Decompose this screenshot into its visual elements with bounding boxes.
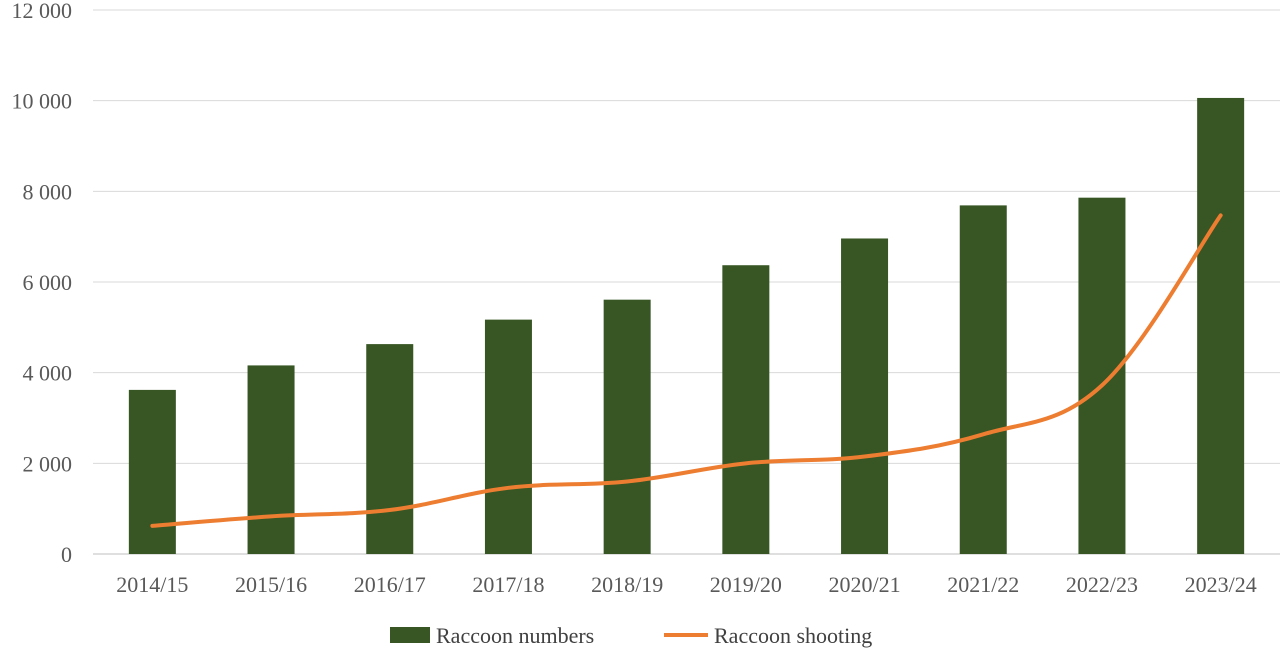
x-tick-label: 2018/19 bbox=[591, 572, 663, 597]
bar-raccoon-numbers bbox=[1197, 97, 1245, 555]
bar-raccoon-numbers bbox=[603, 299, 651, 554]
point-raccoon-shooting bbox=[151, 525, 153, 527]
y-tick-label: 4 000 bbox=[23, 361, 73, 386]
y-axis-tick-labels: 0 2 000 4 000 6 000 8 000 10 000 12 000 bbox=[12, 0, 73, 567]
point-raccoon-shooting bbox=[270, 515, 272, 517]
y-tick-label: 12 000 bbox=[12, 0, 73, 23]
raccoon-numbers-bars bbox=[128, 97, 1245, 555]
bar-raccoon-numbers bbox=[366, 344, 414, 554]
bar-raccoon-numbers bbox=[1078, 197, 1126, 554]
point-raccoon-shooting bbox=[626, 480, 628, 482]
x-tick-label: 2021/22 bbox=[947, 572, 1019, 597]
point-raccoon-shooting bbox=[864, 456, 866, 458]
point-raccoon-shooting bbox=[507, 487, 509, 489]
y-tick-label: 2 000 bbox=[23, 451, 73, 476]
bar-raccoon-numbers bbox=[959, 205, 1007, 555]
raccoon-shooting-line bbox=[150, 213, 1223, 528]
legend: Raccoon numbers Raccoon shooting bbox=[390, 623, 872, 648]
x-tick-label: 2023/24 bbox=[1185, 572, 1257, 597]
x-tick-label: 2020/21 bbox=[828, 572, 900, 597]
point-raccoon-shooting bbox=[745, 462, 747, 464]
point-raccoon-shooting bbox=[1220, 214, 1222, 216]
y-tick-label: 8 000 bbox=[23, 179, 73, 204]
legend-label-raccoon-numbers: Raccoon numbers bbox=[436, 623, 594, 648]
bar-raccoon-numbers bbox=[841, 238, 889, 555]
x-tick-label: 2015/16 bbox=[235, 572, 307, 597]
bar-raccoon-numbers bbox=[128, 389, 176, 554]
bar-raccoon-numbers bbox=[247, 365, 295, 554]
point-raccoon-shooting bbox=[1101, 384, 1103, 386]
point-raccoon-shooting bbox=[982, 433, 984, 435]
legend-label-raccoon-shooting: Raccoon shooting bbox=[714, 623, 872, 648]
raccoon-shooting-line-group bbox=[150, 213, 1223, 528]
x-tick-label: 2022/23 bbox=[1066, 572, 1138, 597]
point-raccoon-shooting bbox=[389, 509, 391, 511]
x-tick-label: 2014/15 bbox=[116, 572, 188, 597]
y-tick-label: 0 bbox=[61, 542, 72, 567]
x-tick-label: 2016/17 bbox=[354, 572, 426, 597]
bar-raccoon-numbers bbox=[484, 319, 532, 554]
x-tick-label: 2019/20 bbox=[710, 572, 782, 597]
y-tick-label: 6 000 bbox=[23, 270, 73, 295]
legend-swatch-raccoon-numbers bbox=[390, 627, 430, 643]
y-tick-label: 10 000 bbox=[12, 89, 73, 114]
x-tick-label: 2017/18 bbox=[472, 572, 544, 597]
x-axis-tick-labels: 2014/15 2015/16 2016/17 2017/18 2018/19 2019/… bbox=[116, 572, 1256, 597]
bar-raccoon-numbers bbox=[722, 265, 770, 554]
